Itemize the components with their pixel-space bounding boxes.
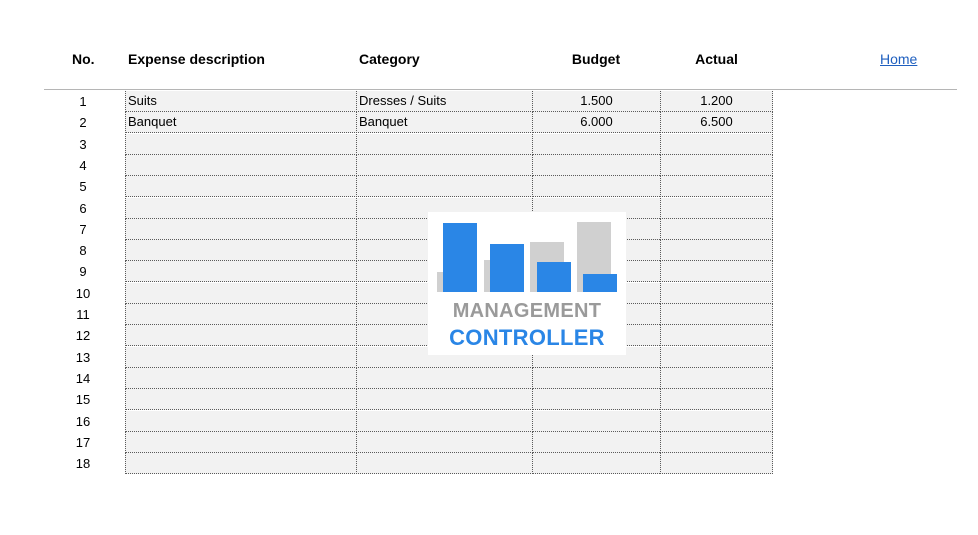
actual-cell[interactable]	[660, 154, 773, 176]
budget-cell[interactable]	[532, 453, 660, 475]
expense-description-cell[interactable]	[125, 282, 357, 304]
table-row: 1 Suits Dresses / Suits 1.500 1.200	[0, 91, 978, 112]
table-row: 4	[0, 154, 978, 176]
expense-description-cell[interactable]: Suits	[125, 91, 357, 112]
category-cell[interactable]: Dresses / Suits	[356, 91, 533, 112]
row-number: 15	[75, 392, 91, 408]
row-number: 18	[75, 456, 91, 472]
expense-description-cell[interactable]	[125, 261, 357, 283]
management-controller-logo: MANAGEMENT CONTROLLER	[428, 212, 626, 355]
table-row: 2 Banquet Banquet 6.000 6.500	[0, 112, 978, 134]
header-divider	[44, 89, 957, 90]
expense-description-cell[interactable]	[125, 410, 357, 432]
row-number: 4	[79, 157, 87, 173]
table-row: 15	[0, 389, 978, 411]
expense-description-cell[interactable]	[125, 389, 357, 411]
row-number: 5	[79, 179, 87, 195]
row-number: 2	[79, 115, 87, 131]
budget-cell[interactable]	[532, 367, 660, 389]
row-number: 6	[79, 200, 87, 216]
category-cell[interactable]	[356, 453, 533, 475]
table-row: 16	[0, 410, 978, 432]
category-cell[interactable]	[356, 389, 533, 411]
budget-cell[interactable]	[532, 176, 660, 198]
row-number: 3	[79, 136, 87, 152]
actual-cell[interactable]	[660, 325, 773, 347]
actual-cell[interactable]: 1.200	[660, 91, 773, 112]
logo-bar	[484, 260, 494, 292]
actual-cell[interactable]: 6.500	[660, 112, 773, 134]
expense-description-cell[interactable]	[125, 154, 357, 176]
actual-cell[interactable]	[660, 197, 773, 219]
budget-cell[interactable]	[532, 154, 660, 176]
actual-cell[interactable]	[660, 346, 773, 368]
table-row: 17	[0, 431, 978, 453]
logo-bar	[490, 244, 524, 292]
logo-bar	[537, 262, 571, 292]
row-number: 7	[79, 221, 87, 237]
header-expense-description: Expense description	[128, 51, 265, 67]
expense-description-cell[interactable]	[125, 176, 357, 198]
header-budget: Budget	[571, 51, 621, 67]
row-number: 8	[79, 243, 87, 259]
category-cell[interactable]	[356, 367, 533, 389]
actual-cell[interactable]	[660, 282, 773, 304]
category-cell[interactable]	[356, 133, 533, 155]
row-number: 10	[75, 285, 91, 301]
budget-cell[interactable]	[532, 431, 660, 453]
category-cell[interactable]	[356, 154, 533, 176]
category-cell[interactable]	[356, 176, 533, 198]
expense-description-cell[interactable]	[125, 431, 357, 453]
category-cell[interactable]	[356, 410, 533, 432]
table-row: 5	[0, 176, 978, 198]
category-cell[interactable]: Banquet	[356, 112, 533, 134]
row-number: 12	[75, 328, 91, 344]
logo-bar	[583, 274, 617, 292]
expense-description-cell[interactable]	[125, 218, 357, 240]
logo-bar	[443, 223, 477, 292]
actual-cell[interactable]	[660, 133, 773, 155]
budget-cell[interactable]	[532, 410, 660, 432]
row-number: 17	[75, 434, 91, 450]
budget-cell[interactable]	[532, 389, 660, 411]
actual-cell[interactable]	[660, 304, 773, 325]
actual-cell[interactable]	[660, 240, 773, 262]
table-row: 18	[0, 453, 978, 475]
row-number: 13	[75, 349, 91, 365]
expense-description-cell[interactable]	[125, 240, 357, 262]
expense-description-cell[interactable]	[125, 367, 357, 389]
header-no: No.	[72, 51, 95, 67]
actual-cell[interactable]	[660, 431, 773, 453]
row-number: 9	[79, 264, 87, 280]
actual-cell[interactable]	[660, 218, 773, 240]
row-number: 11	[76, 307, 90, 322]
row-number: 16	[75, 413, 91, 429]
expense-description-cell[interactable]	[125, 133, 357, 155]
logo-text-controller: CONTROLLER	[449, 325, 605, 350]
header-actual: Actual	[695, 51, 738, 67]
actual-cell[interactable]	[660, 367, 773, 389]
budget-cell[interactable]: 6.000	[532, 112, 660, 134]
actual-cell[interactable]	[660, 176, 773, 198]
category-cell[interactable]	[356, 431, 533, 453]
logo-text-management: MANAGEMENT	[452, 300, 602, 322]
home-link[interactable]: Home	[880, 51, 918, 67]
header-category: Category	[359, 51, 420, 67]
actual-cell[interactable]	[660, 453, 773, 475]
budget-cell[interactable]: 1.500	[532, 91, 660, 112]
actual-cell[interactable]	[660, 389, 773, 411]
row-number: 14	[75, 370, 91, 386]
row-number: 1	[79, 94, 87, 109]
actual-cell[interactable]	[660, 261, 773, 283]
actual-cell[interactable]	[660, 410, 773, 432]
expense-description-cell[interactable]: Banquet	[125, 112, 357, 134]
expense-description-cell[interactable]	[125, 197, 357, 219]
expense-description-cell[interactable]	[125, 346, 357, 368]
budget-cell[interactable]	[532, 133, 660, 155]
table-row: 14	[0, 367, 978, 389]
expense-description-cell[interactable]	[125, 325, 357, 347]
table-row: 3	[0, 133, 978, 155]
expense-description-cell[interactable]	[125, 453, 357, 475]
expense-description-cell[interactable]	[125, 304, 357, 325]
